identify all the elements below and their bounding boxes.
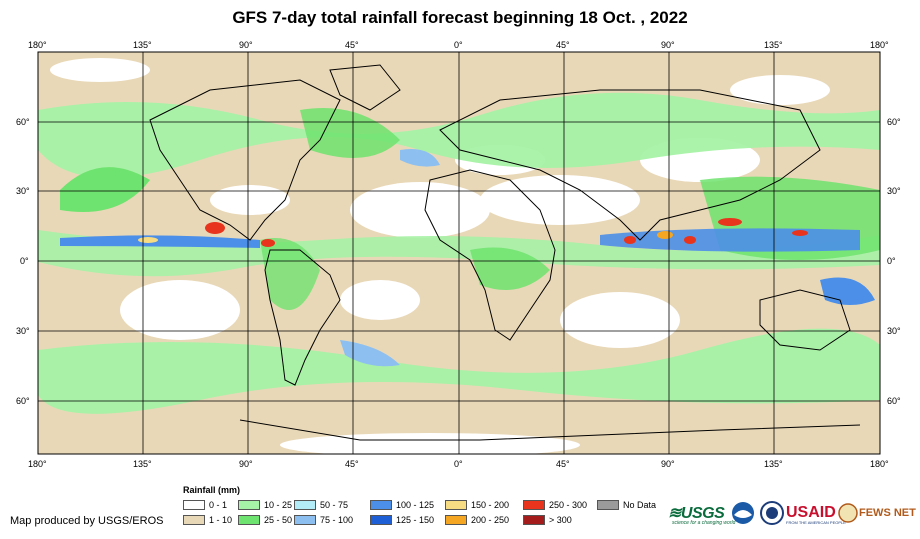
lon-label-top: 45° — [556, 40, 570, 50]
lon-label-top: 45° — [345, 40, 359, 50]
legend-item: 50 - 75 — [294, 500, 348, 510]
legend-swatch — [294, 500, 316, 510]
usaid-logo: USAID — [760, 500, 836, 526]
credit-text: Map produced by USGS/EROS — [10, 515, 164, 527]
lon-label-bottom: 90° — [239, 459, 253, 469]
legend-swatch — [294, 515, 316, 525]
legend-label: 10 - 25 — [264, 500, 293, 510]
usaid-logo-text: USAID — [786, 504, 836, 521]
lon-label-bottom: 180° — [870, 459, 889, 469]
graticule — [38, 52, 880, 454]
legend-swatch — [445, 500, 467, 510]
map-title: GFS 7-day total rainfall forecast beginn… — [232, 8, 688, 27]
legend-item: No Data — [597, 500, 656, 510]
legend-item: 250 - 300 — [523, 500, 587, 510]
legend-title: Rainfall (mm) — [183, 485, 241, 495]
lat-label-right: 0° — [887, 256, 896, 266]
fewsnet-logo: FEWS NET — [838, 500, 916, 526]
lat-label-right: 60° — [887, 117, 901, 127]
usgs-logo-text: USGS — [680, 505, 725, 522]
legend-swatch — [445, 515, 467, 525]
legend-label: 1 - 10 — [209, 515, 233, 525]
legend-label: > 300 — [549, 515, 572, 525]
lon-label-bottom: 180° — [28, 459, 47, 469]
map-frame — [37, 51, 881, 455]
coastlines — [149, 64, 861, 441]
lat-label-right: 60° — [887, 396, 901, 406]
legend-swatch — [183, 515, 205, 525]
legend-label: 150 - 200 — [471, 500, 510, 510]
lat-label-left: 0° — [20, 256, 29, 266]
usaid-tagline: FROM THE AMERICAN PEOPLE — [786, 520, 846, 525]
lat-label-left: 30° — [16, 326, 30, 336]
noaa-icon — [732, 502, 754, 524]
lat-label-right: 30° — [887, 186, 901, 196]
legend-swatch — [597, 500, 619, 510]
legend-label: 125 - 150 — [396, 515, 435, 525]
legend-label: No Data — [623, 500, 657, 510]
legend-swatch — [370, 515, 392, 525]
lon-label-top: 135° — [133, 40, 152, 50]
lon-label-top: 180° — [870, 40, 889, 50]
legend-item: 0 - 1 — [183, 500, 227, 510]
legend-swatch — [238, 515, 260, 525]
lat-label-left: 60° — [16, 396, 30, 406]
lat-label-left: 30° — [16, 186, 30, 196]
noaa-logo — [731, 500, 755, 526]
legend-item: 25 - 50 — [238, 515, 292, 525]
lon-label-top: 180° — [28, 40, 47, 50]
legend-label: 50 - 75 — [320, 500, 349, 510]
legend-item: 75 - 100 — [294, 515, 353, 525]
legend-item: 125 - 150 — [370, 515, 434, 525]
legend-label: 250 - 300 — [549, 500, 588, 510]
usaid-seal-icon — [760, 501, 784, 525]
legend-swatch — [523, 515, 545, 525]
lon-label-top: 0° — [454, 40, 463, 50]
legend-label: 0 - 1 — [209, 500, 228, 510]
legend-item: 150 - 200 — [445, 500, 509, 510]
legend-swatch — [183, 500, 205, 510]
legend-item: 1 - 10 — [183, 515, 232, 525]
lat-label-right: 30° — [887, 326, 901, 336]
legend-swatch — [370, 500, 392, 510]
lon-label-bottom: 45° — [345, 459, 359, 469]
legend-label: 25 - 50 — [264, 515, 293, 525]
legend-label: 75 - 100 — [320, 515, 354, 525]
legend-item: 10 - 25 — [238, 500, 292, 510]
lon-label-bottom: 135° — [764, 459, 783, 469]
lon-label-bottom: 0° — [454, 459, 463, 469]
legend-swatch — [523, 500, 545, 510]
lon-label-bottom: 45° — [556, 459, 570, 469]
lon-label-bottom: 135° — [133, 459, 152, 469]
usgs-tagline: science for a changing world — [672, 520, 736, 526]
legend-label: 200 - 250 — [471, 515, 510, 525]
legend-item: 100 - 125 — [370, 500, 434, 510]
fewsnet-logo-text: FEWS NET — [859, 507, 916, 519]
fewsnet-globe-icon — [838, 503, 858, 523]
lon-label-top: 90° — [239, 40, 253, 50]
legend-item: > 300 — [523, 515, 572, 525]
lon-label-top: 90° — [661, 40, 675, 50]
lat-label-left: 60° — [16, 117, 30, 127]
legend-item: 200 - 250 — [445, 515, 509, 525]
lon-label-top: 135° — [764, 40, 783, 50]
lon-label-bottom: 90° — [661, 459, 675, 469]
legend-label: 100 - 125 — [396, 500, 435, 510]
legend-swatch — [238, 500, 260, 510]
usgs-logo: ≋USGS — [668, 505, 725, 522]
